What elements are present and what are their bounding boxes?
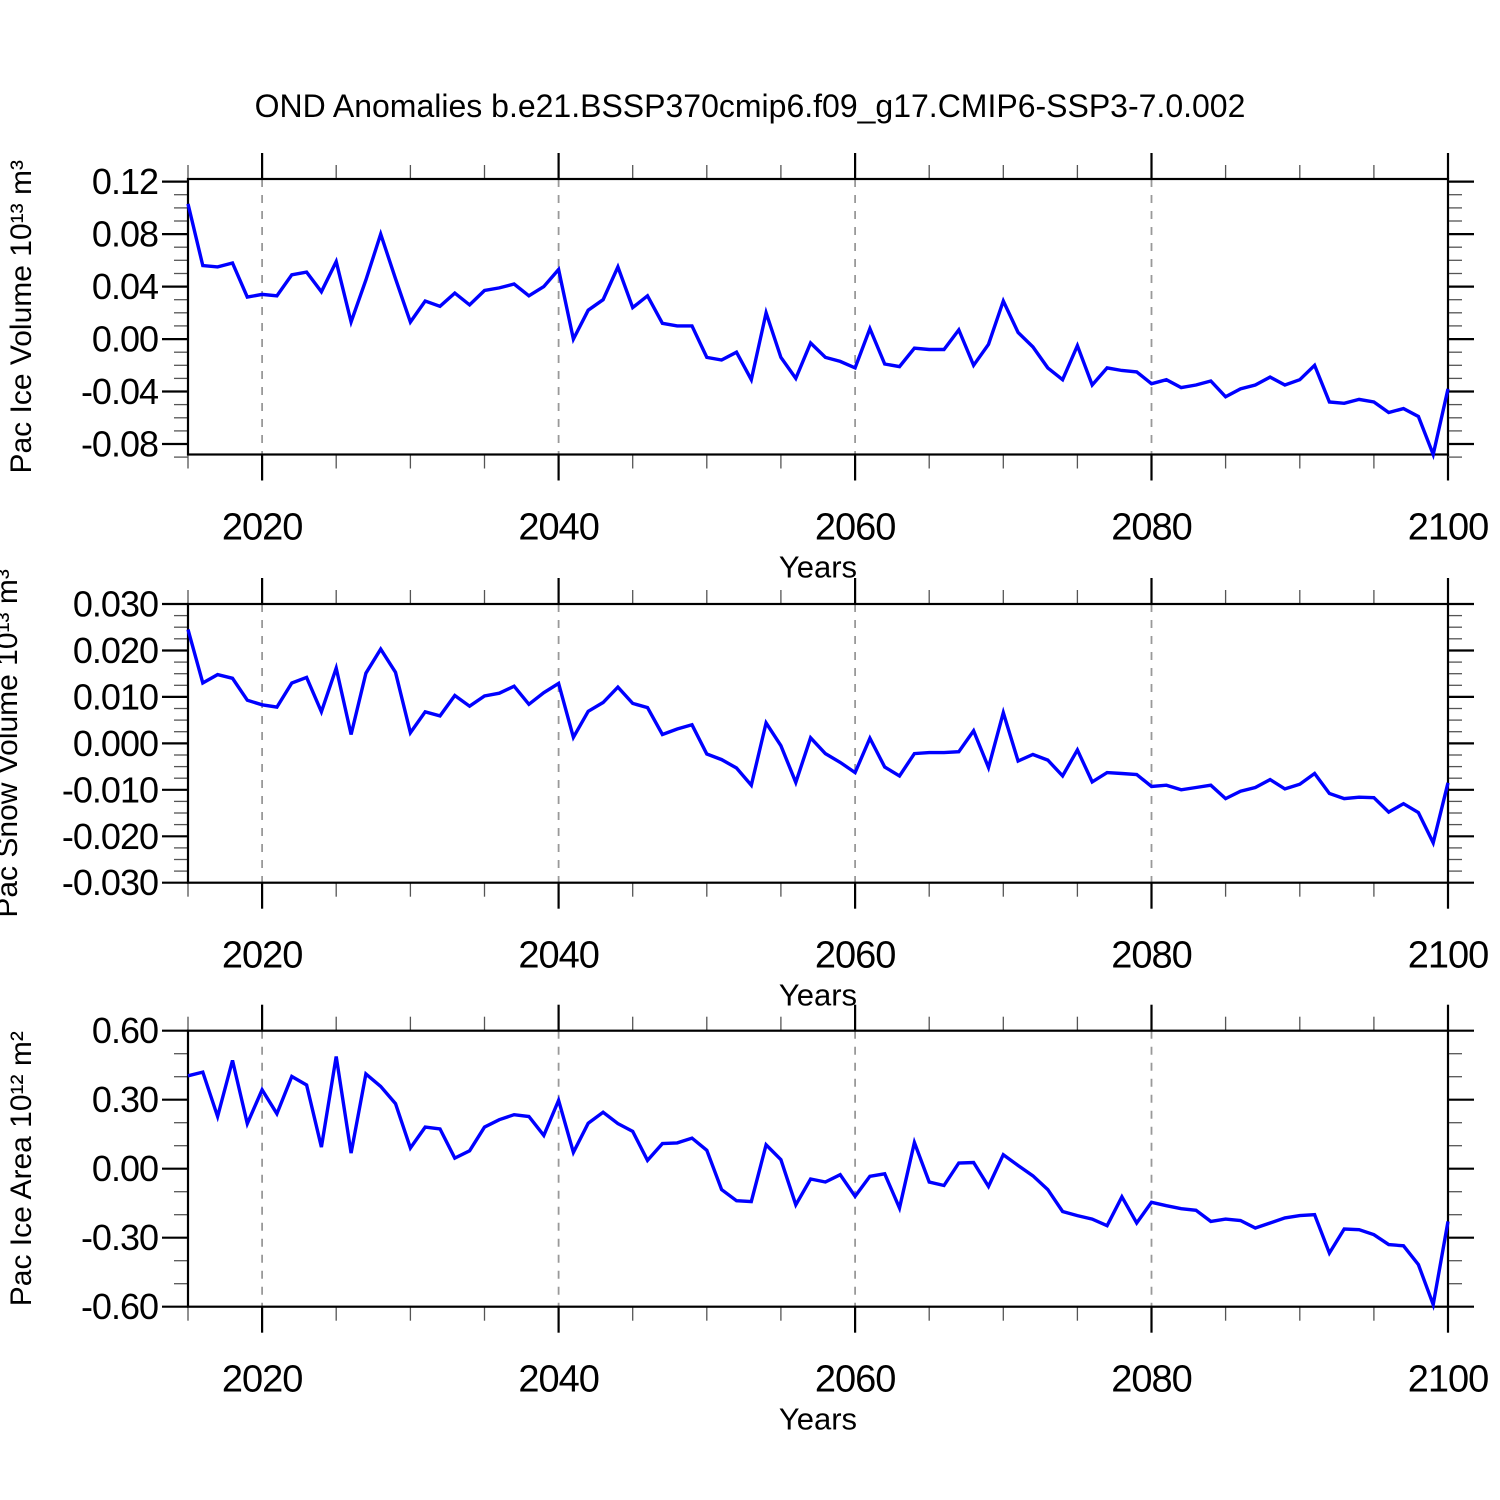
y-tick-label: 0.04 (92, 266, 158, 307)
x-tick-label: 2020 (222, 935, 303, 977)
x-tick-label: 2020 (222, 1359, 303, 1401)
x-tick-label: 2060 (815, 1359, 896, 1401)
y-tick-label: -0.04 (81, 371, 158, 412)
y-tick-label: 0.08 (92, 214, 158, 255)
x-tick-label: 2080 (1111, 507, 1192, 549)
y-tick-label: -0.010 (62, 769, 158, 810)
plot-border (186, 1029, 1450, 1308)
data-line-pac-ice-area-anomaly (187, 1056, 1450, 1312)
y-tick-label: 0.30 (92, 1079, 158, 1120)
plot-border (186, 177, 1450, 456)
y-tick-label: 0.12 (92, 161, 158, 202)
panel-2: 2020 2040 2060 2080 2100 -0.030 -0.020 -0.010 0.… (0, 569, 1489, 1013)
plot-border (186, 602, 1450, 884)
y-tick-label: -0.08 (81, 424, 158, 465)
y-tick-label: 0.00 (92, 1148, 158, 1189)
data-line-pac-ice-volume-anomaly (186, 203, 1450, 461)
y-tick-label: 0.030 (73, 584, 158, 625)
y-tick-label: 0.60 (92, 1010, 158, 1051)
y-tick-label: -0.020 (62, 816, 158, 857)
x-tick-label: 2080 (1111, 935, 1192, 977)
y-tick-label: 0.010 (73, 676, 158, 717)
panel-1: 2020 2040 2060 2080 2100 -0.08 -0.04 0.00 0.04 0.… (5, 153, 1489, 585)
x-tick-label: 2020 (222, 507, 303, 549)
x-tick-label: 2040 (518, 935, 599, 977)
y-axis-title: Pac Ice Area 10¹² m² (5, 1031, 38, 1306)
y-axis-title: Pac Ice Volume 10¹³ m³ (5, 160, 38, 473)
x-axis-title: Years (779, 978, 857, 1013)
panel-3: 2020 2040 2060 2080 2100 -0.60 -0.30 0.00 0.30 0.… (5, 1004, 1489, 1437)
y-tick-label: -0.030 (62, 862, 158, 903)
y-tick-label: -0.60 (81, 1286, 158, 1327)
x-tick-label: 2040 (518, 1359, 599, 1401)
x-axis-title: Years (779, 1402, 857, 1437)
y-tick-label: 0.00 (92, 319, 158, 360)
data-line-pac-snow-volume-anomaly (186, 629, 1450, 848)
x-tick-label: 2100 (1408, 1359, 1489, 1401)
x-tick-label: 2080 (1111, 1359, 1192, 1401)
y-tick-label: 0.020 (73, 630, 158, 671)
x-tick-label: 2100 (1408, 507, 1489, 549)
x-tick-label: 2060 (815, 507, 896, 549)
x-axis-title: Years (779, 550, 857, 585)
y-axis-title: Pac Snow Volume 10¹³ m³ (0, 569, 24, 917)
x-tick-label: 2100 (1408, 935, 1489, 977)
chart-title: OND Anomalies b.e21.BSSP370cmip6.f09_g17… (254, 88, 1246, 124)
x-tick-label: 2040 (518, 507, 599, 549)
y-tick-label: -0.30 (81, 1217, 158, 1258)
x-tick-label: 2060 (815, 935, 896, 977)
y-tick-label: 0.000 (73, 723, 158, 764)
